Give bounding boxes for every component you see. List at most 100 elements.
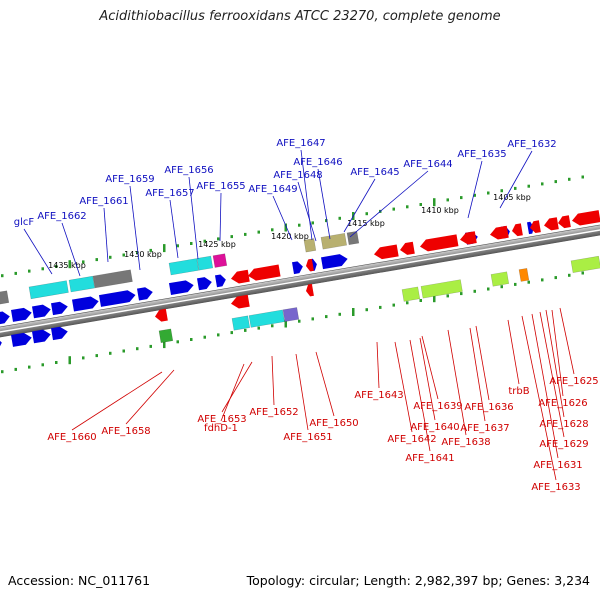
tick-mark (473, 193, 476, 197)
forward-gene-label: AFE_1635 (457, 149, 506, 160)
cog-block-forward-block (68, 275, 95, 293)
reverse-gene-label: AFE_1651 (283, 432, 332, 443)
tick-mark (433, 198, 436, 207)
tick-mark (55, 361, 58, 364)
tick-mark (284, 223, 287, 232)
tick-mark (28, 365, 31, 369)
reverse-gene-label: AFE_1629 (539, 439, 588, 450)
cog-block-forward (68, 275, 95, 293)
forward-gene-leader (129, 185, 141, 271)
cog-block-forward (346, 230, 360, 246)
tick-mark (244, 328, 247, 332)
cog-block-reverse-block (401, 286, 421, 302)
forward-gene-leader (23, 228, 53, 275)
reverse-gene-leader (421, 335, 439, 400)
reverse-gene-label: AFE_1625 (549, 376, 598, 387)
reverse-gene-label: AFE_1642 (387, 434, 436, 445)
reverse-gene-leader (271, 355, 275, 406)
reverse-gene-leader (220, 363, 245, 422)
forward-gene-leader (467, 160, 483, 219)
cds-reverse-arrow (400, 241, 415, 255)
cds-forward-lower-arrow (10, 332, 32, 347)
tick-mark (136, 251, 139, 255)
cds-forward (214, 274, 226, 288)
cds-reverse-lower-arrow (231, 294, 250, 309)
cds-forward-arrow (168, 280, 194, 296)
reverse-gene-label: AFE_1631 (533, 460, 582, 471)
cds-forward-lower-arrow (31, 329, 51, 344)
tick-mark (311, 221, 314, 225)
reverse-gene-leader (545, 309, 565, 418)
cds-forward (50, 301, 68, 316)
cds-reverse-arrow (512, 223, 523, 237)
cog-block-forward (168, 258, 199, 276)
cog-block-reverse (518, 268, 530, 282)
cds-reverse (512, 223, 523, 237)
tick-mark (1, 370, 4, 374)
cds-reverse (306, 258, 314, 272)
tick-mark (1, 274, 4, 278)
forward-gene-leader (317, 168, 331, 240)
cog-block-forward-block (168, 258, 199, 276)
tick-mark (527, 280, 530, 284)
forward-gene-leader (343, 178, 376, 233)
tick-mark (338, 216, 341, 220)
forward-gene-label: AFE_1647 (276, 138, 325, 149)
reverse-gene-leader (221, 361, 253, 413)
tick-mark (244, 232, 247, 236)
reverse-gene-leader (475, 325, 490, 401)
tick-mark (82, 260, 85, 264)
reverse-gene-leader (419, 337, 436, 421)
cds-reverse-lower (231, 294, 250, 309)
tick-mark (122, 253, 125, 257)
tick-mark (568, 273, 571, 277)
map-title: Acidithiobacillus ferrooxidans ATCC 2327… (99, 9, 501, 24)
cds-reverse-arrow (490, 225, 509, 240)
cog-block-reverse (158, 328, 174, 344)
tick-mark (109, 351, 112, 355)
cds-forward-arrow (214, 274, 226, 288)
tick-mark (487, 287, 490, 291)
scale-label: 1430 kbp (124, 250, 162, 259)
scale-label: 1425 kbp (198, 240, 236, 249)
cog-block-reverse (231, 315, 251, 331)
cds-reverse (544, 217, 559, 231)
tick-mark (541, 182, 544, 186)
cog-block-forward (196, 255, 214, 271)
reverse-gene-leader (295, 353, 309, 431)
tick-mark (392, 303, 395, 307)
cds-reverse (558, 215, 571, 229)
tick-row-lower (1, 271, 584, 374)
scale-label: 1410 kbp (421, 206, 459, 215)
tick-mark (379, 305, 382, 309)
reverse-gene-label: AFE_1643 (354, 390, 403, 401)
tick-mark (163, 244, 166, 253)
cds-forward-arrow (136, 287, 153, 301)
tick-mark (149, 248, 152, 252)
tick-mark (392, 207, 395, 211)
tick-mark (500, 189, 503, 193)
forward-gene-leader (272, 195, 293, 241)
cds-forward-lower (0, 337, 2, 351)
tick-mark (136, 347, 139, 351)
cds-forward (291, 261, 303, 275)
cds-forward-arrow (196, 277, 212, 291)
cds-reverse (530, 220, 541, 234)
tick-mark (149, 344, 152, 348)
cds-reverse (572, 210, 600, 226)
reverse-gene-label: AFE_1660 (47, 432, 96, 443)
reverse-gene-leader (551, 309, 564, 397)
reverse-gene-label: AFE_1640 (410, 422, 459, 433)
cds-reverse-arrow (572, 210, 600, 226)
tick-mark (95, 354, 98, 358)
tick-mark (352, 308, 355, 316)
cds-reverse (490, 225, 509, 240)
cog-block-reverse-block (231, 315, 251, 331)
scale-label: 1405 kbp (493, 193, 531, 202)
tick-mark (338, 312, 341, 316)
cds-forward-arrow (320, 254, 348, 270)
tick-mark (41, 363, 44, 367)
cds-reverse-arrow (231, 269, 250, 284)
scale-label: 1420 kbp (271, 232, 309, 241)
reverse-gene-label: AFE_1653 (197, 414, 246, 425)
